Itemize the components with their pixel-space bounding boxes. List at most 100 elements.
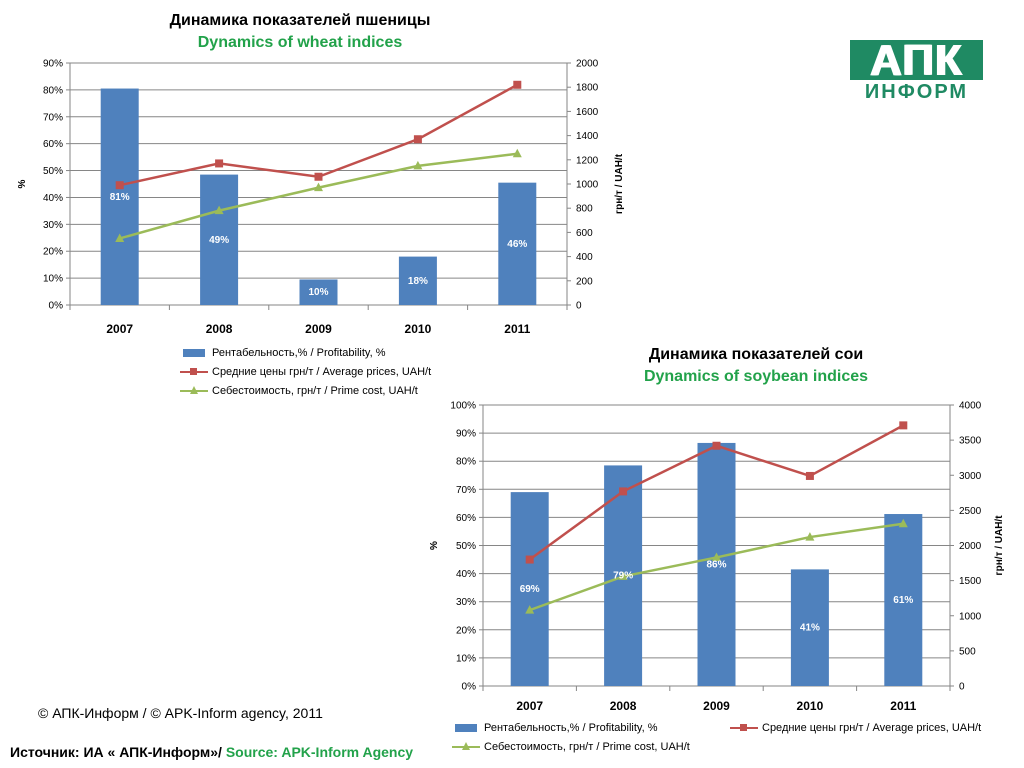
y2-tick-label: 3000 xyxy=(959,471,982,482)
bar-data-label: 46% xyxy=(507,239,527,250)
y2-tick-label: 2000 xyxy=(576,59,599,70)
y2-tick-label: 1200 xyxy=(576,155,599,166)
y2-tick-label: 4000 xyxy=(959,401,982,412)
category-label: 2011 xyxy=(890,699,916,713)
y2-tick-label: 1800 xyxy=(576,83,599,94)
cost-point xyxy=(413,160,423,170)
soy-legend: Рентабельность,% / Profitability, % Сред… xyxy=(452,718,1012,756)
legend-label-profitability: Рентабельность,% / Profitability, % xyxy=(484,721,658,734)
bar-data-label: 61% xyxy=(893,595,913,606)
source-ru: Источник: ИА « АПК-Информ»/ xyxy=(10,744,222,760)
y2-tick-label: 0 xyxy=(959,682,965,693)
y-tick-label: 50% xyxy=(456,541,476,552)
cost-point xyxy=(805,532,815,541)
y2-tick-label: 1500 xyxy=(959,576,982,587)
legend-item-price: Средние цены грн/т / Average prices, UAH… xyxy=(180,362,431,381)
y2-axis-title: грн/т / UAH/t xyxy=(994,515,1005,576)
wheat-legend: Рентабельность,% / Profitability, % Сред… xyxy=(180,343,431,400)
source-en: Source: APK-Inform Agency xyxy=(221,744,414,760)
y-tick-label: 10% xyxy=(456,653,476,664)
price-point xyxy=(805,471,814,480)
y2-axis-title: грн/т / UAH/t xyxy=(614,153,625,214)
cost-point xyxy=(314,182,323,192)
category-label: 2010 xyxy=(405,322,432,336)
y-tick-label: 70% xyxy=(43,112,63,123)
legend-price-swatch xyxy=(180,366,208,378)
bar-data-label: 69% xyxy=(520,584,540,595)
y2-tick-label: 600 xyxy=(576,228,593,239)
bar-data-label: 18% xyxy=(408,276,428,287)
wheat-title-en: Dynamics of wheat indices xyxy=(197,34,403,51)
y-tick-label: 80% xyxy=(43,85,63,96)
price-point xyxy=(899,421,908,430)
legend-item-price: Средние цены грн/т / Average prices, UAH… xyxy=(730,718,981,737)
soy-title-ru: Динамика показателей сои xyxy=(648,346,864,363)
y-tick-label: 100% xyxy=(450,401,476,412)
cost-point xyxy=(712,552,721,561)
category-label: 2010 xyxy=(797,699,824,713)
bar-data-label: 49% xyxy=(209,235,229,246)
y-tick-label: 10% xyxy=(43,274,63,285)
y-tick-label: 20% xyxy=(456,625,476,636)
y-tick-label: 30% xyxy=(43,220,63,231)
y2-tick-label: 200 xyxy=(576,276,593,287)
y-tick-label: 40% xyxy=(43,193,63,204)
bar-data-label: 86% xyxy=(706,559,726,570)
profitability-bar xyxy=(398,256,437,305)
y2-tick-label: 500 xyxy=(959,646,976,657)
price-point xyxy=(712,441,721,450)
wheat-chart-title: Динамика показателей пшеницы Dynamics of… xyxy=(100,10,500,54)
category-label: 2007 xyxy=(106,322,133,336)
bar-data-label: 10% xyxy=(308,287,328,298)
bar-data-label: 79% xyxy=(613,571,633,582)
logo-top-text: АПК xyxy=(850,39,983,83)
bar-data-label: 81% xyxy=(110,192,130,203)
legend-label-price: Средние цены грн/т / Average prices, UAH… xyxy=(762,721,982,734)
price-point xyxy=(413,135,422,144)
y-axis-title: % xyxy=(429,541,440,550)
y-tick-label: 80% xyxy=(456,457,476,468)
profitability-bar xyxy=(884,514,923,686)
legend-cost-swatch xyxy=(452,741,480,753)
legend-price-swatch xyxy=(730,722,758,734)
y2-tick-label: 3500 xyxy=(959,436,982,447)
profitability-bar xyxy=(790,569,829,686)
y2-tick-label: 1600 xyxy=(576,107,599,118)
price-point xyxy=(525,555,534,564)
cost-point xyxy=(525,605,535,614)
y-tick-label: 70% xyxy=(456,485,476,496)
price-point xyxy=(215,159,224,168)
category-label: 2008 xyxy=(206,322,233,336)
category-label: 2009 xyxy=(703,699,730,713)
y2-tick-label: 1000 xyxy=(959,611,982,622)
legend-item-profitability: Рентабельность,% / Profitability, % xyxy=(180,343,431,362)
cost-point xyxy=(115,233,125,242)
legend-row-1: Рентабельность,% / Profitability, % Сред… xyxy=(452,718,1012,737)
y2-tick-label: 2500 xyxy=(959,506,982,517)
source-line: Источник: ИА « АПК-Информ»/ Source: APK-… xyxy=(10,744,413,760)
price-point xyxy=(115,181,124,190)
y-tick-label: 30% xyxy=(456,597,476,608)
legend-cost-swatch xyxy=(180,385,208,397)
legend-label-cost: Себестоимость, грн/т / Prime cost, UAH/t xyxy=(484,740,690,753)
soy-title-en: Dynamics of soybean indices xyxy=(643,368,869,385)
y-tick-label: 60% xyxy=(43,139,63,150)
category-label: 2007 xyxy=(516,699,543,713)
profitability-bar xyxy=(510,492,549,686)
legend-bar-swatch xyxy=(180,347,208,359)
legend-label-profitability: Рентабельность,% / Profitability, % xyxy=(212,346,386,359)
price-point xyxy=(513,80,522,89)
y2-tick-label: 1400 xyxy=(576,131,599,142)
wheat-title-ru: Динамика показателей пшеницы xyxy=(169,12,431,29)
bar-data-label: 41% xyxy=(800,623,820,634)
logo-bottom-text: ИНФОРМ xyxy=(864,81,969,103)
cost-point xyxy=(618,571,628,580)
profitability-bar xyxy=(697,442,736,686)
legend-item-cost: Себестоимость, грн/т / Prime cost, UAH/t xyxy=(180,381,431,400)
cost-point xyxy=(512,148,522,158)
y2-tick-label: 800 xyxy=(576,204,593,215)
y-tick-label: 50% xyxy=(43,166,63,177)
y2-tick-label: 400 xyxy=(576,252,593,263)
